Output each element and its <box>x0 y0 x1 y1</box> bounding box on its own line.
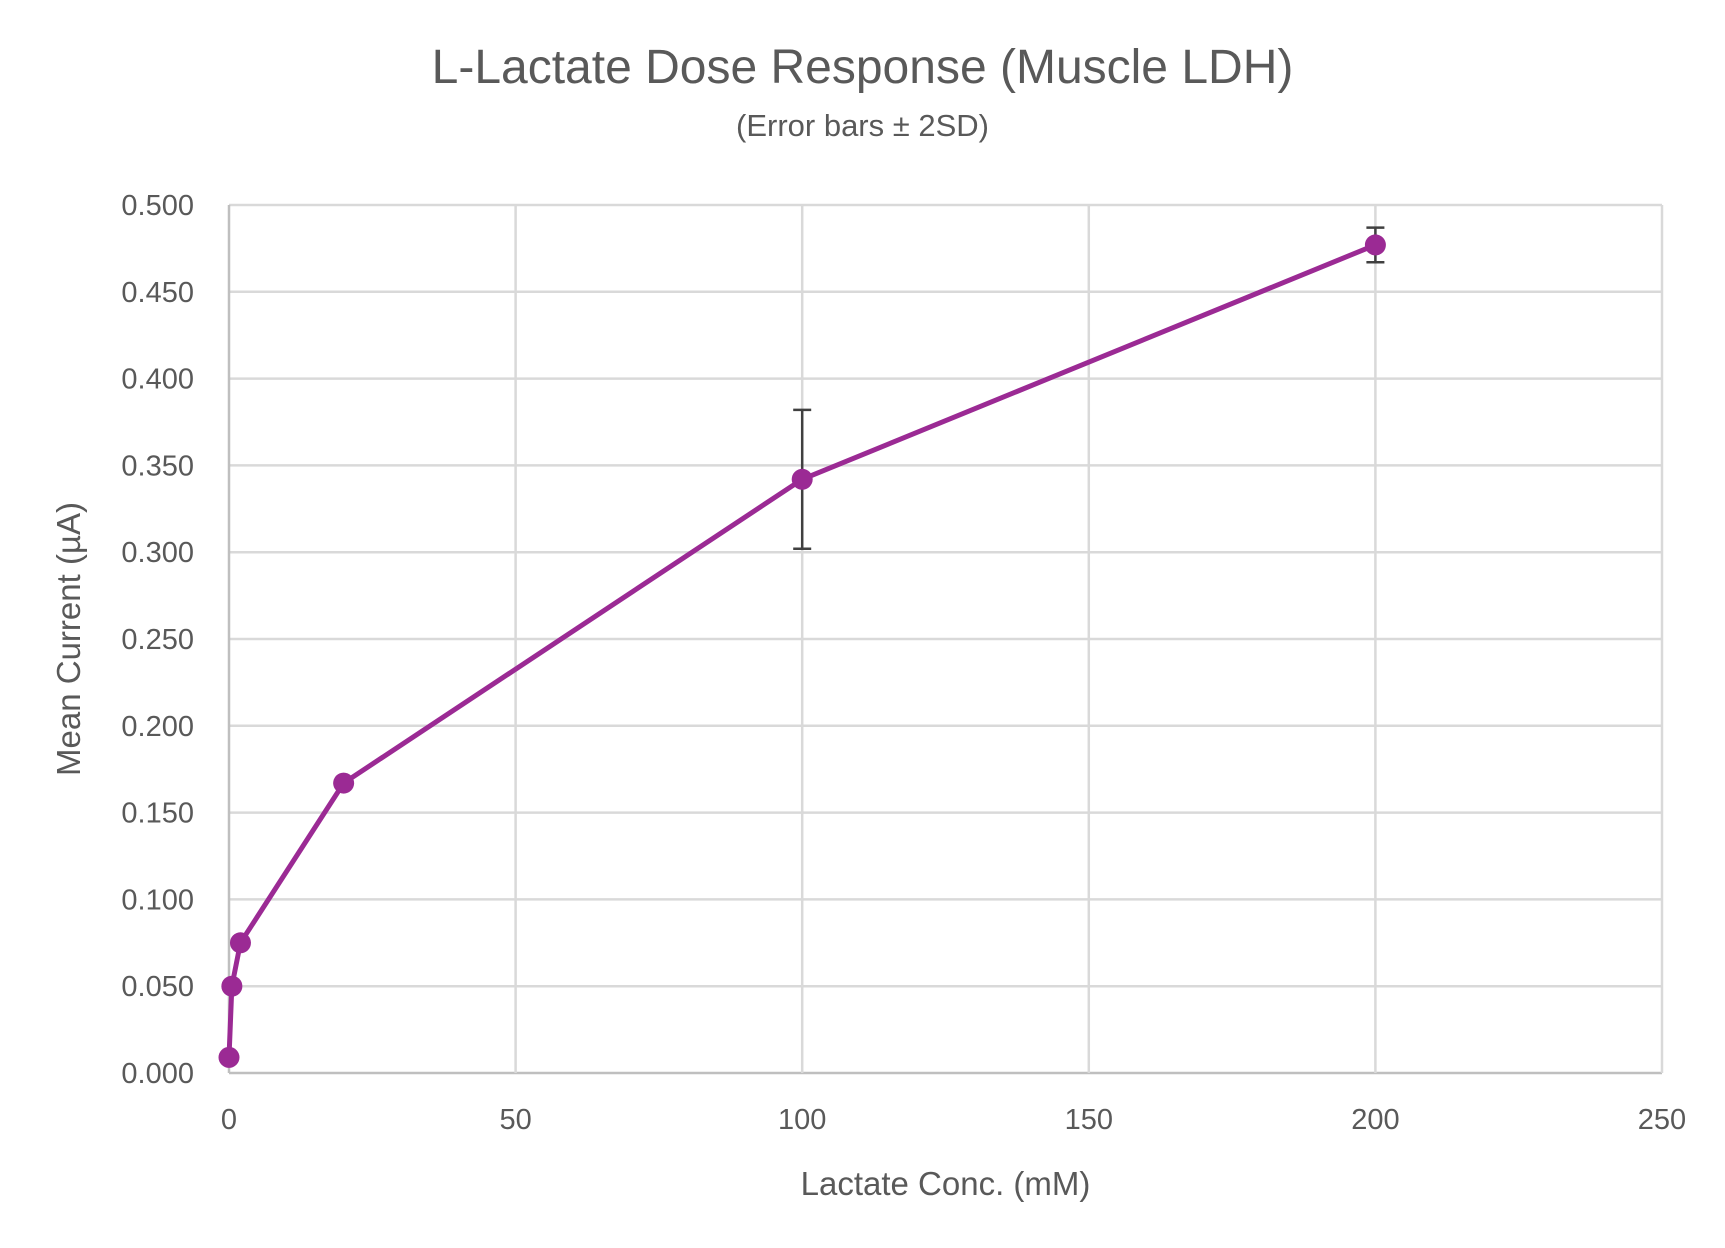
data-point <box>333 772 355 794</box>
y-tick-label: 0.050 <box>121 971 194 1003</box>
y-tick-label: 0.250 <box>121 624 194 656</box>
x-tick-label: 100 <box>778 1104 826 1136</box>
y-tick-label: 0.350 <box>121 450 194 482</box>
chart-title: L-Lactate Dose Response (Muscle LDH) <box>431 41 1294 94</box>
x-tick-label: 200 <box>1351 1104 1399 1136</box>
y-tick-label: 0.200 <box>121 711 194 743</box>
y-tick-label: 0.100 <box>121 884 194 916</box>
data-point <box>1364 234 1386 256</box>
data-point <box>791 468 813 490</box>
y-tick-label: 0.300 <box>121 537 194 569</box>
x-tick-label: 250 <box>1638 1104 1686 1136</box>
y-tick-label: 0.500 <box>121 190 194 222</box>
data-point <box>221 975 243 997</box>
y-tick-label: 0.450 <box>121 277 194 309</box>
y-tick-label: 0.400 <box>121 364 194 396</box>
x-tick-label: 0 <box>221 1104 237 1136</box>
y-tick-label: 0.000 <box>121 1058 194 1090</box>
y-axis-label: Mean Current (µA) <box>50 502 87 776</box>
y-tick-label: 0.150 <box>121 798 194 830</box>
x-tick-label: 50 <box>499 1104 531 1136</box>
series-line <box>226 242 1377 1058</box>
chart-subtitle: (Error bars ± 2SD) <box>736 108 989 143</box>
data-point <box>229 932 251 954</box>
x-tick-label: 150 <box>1065 1104 1113 1136</box>
x-axis-label: Lactate Conc. (mM) <box>801 1165 1091 1202</box>
data-point <box>218 1046 240 1068</box>
